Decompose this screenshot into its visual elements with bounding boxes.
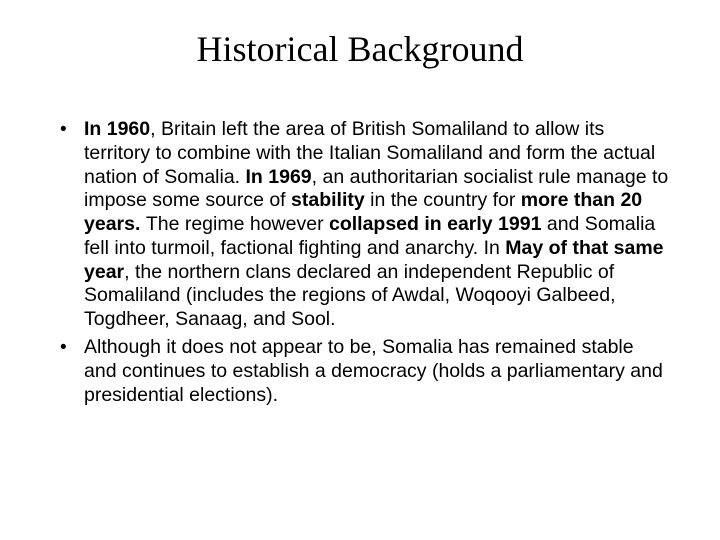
text-segment: stability (291, 189, 365, 211)
text-segment: Although it does not appear to be, Somal… (84, 336, 663, 406)
bullet-item: Although it does not appear to be, Somal… (50, 336, 670, 407)
text-segment: In 1969 (246, 166, 312, 188)
slide-title: Historical Background (50, 28, 670, 70)
slide-body: In 1960, Britain left the area of Britis… (50, 118, 670, 407)
text-segment: in the country for (365, 189, 521, 211)
text-segment: collapsed in early 1991 (329, 213, 547, 235)
bullet-item: In 1960, Britain left the area of Britis… (50, 118, 670, 332)
bullet-list: In 1960, Britain left the area of Britis… (50, 118, 670, 407)
text-segment: In 1960 (84, 118, 150, 140)
text-segment: The regime however (146, 213, 329, 235)
text-segment: , the northern clans declared an indepen… (84, 261, 616, 331)
slide: Historical Background In 1960, Britain l… (0, 0, 720, 540)
